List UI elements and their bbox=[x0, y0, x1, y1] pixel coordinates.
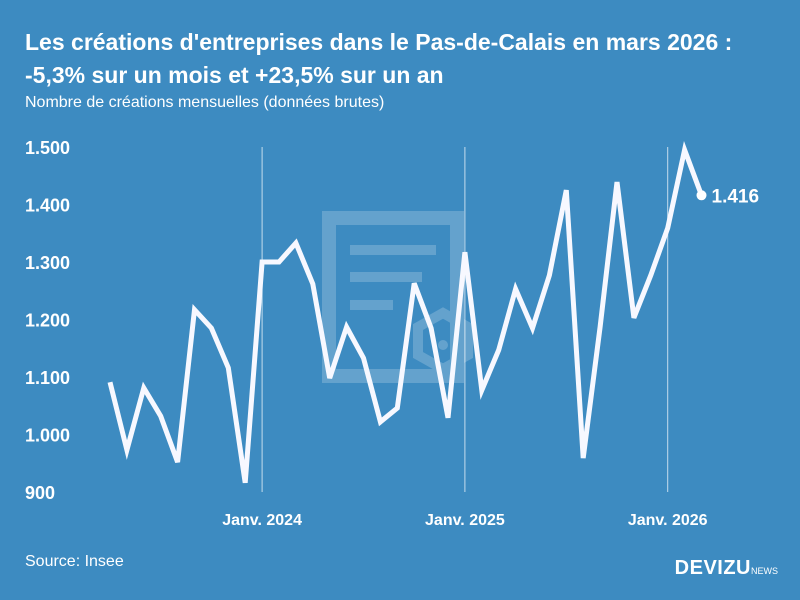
y-tick-label: 900 bbox=[25, 483, 55, 503]
x-tick-label: Janv. 2025 bbox=[425, 512, 505, 529]
x-tick-label: Janv. 2026 bbox=[628, 512, 708, 529]
y-tick-label: 1.000 bbox=[25, 426, 70, 446]
y-tick-label: 1.300 bbox=[25, 253, 70, 273]
y-tick-label: 1.400 bbox=[25, 196, 70, 216]
y-tick-label: 1.100 bbox=[25, 368, 70, 388]
series-line bbox=[107, 141, 704, 484]
chart-title: Les créations d'entreprises dans le Pas-… bbox=[25, 29, 733, 88]
x-tick-label: Janv. 2024 bbox=[222, 512, 302, 529]
logo-suffix: NEWS bbox=[751, 566, 778, 576]
watermark-document-icon bbox=[322, 211, 473, 383]
last-value-label: 1.416 bbox=[712, 186, 760, 207]
y-tick-label: 1.200 bbox=[25, 311, 70, 331]
logo-main: DEVIZU bbox=[674, 557, 751, 579]
source-note: Source: Insee bbox=[25, 553, 124, 570]
y-tick-label: 1.500 bbox=[25, 138, 70, 158]
last-point-marker bbox=[696, 190, 707, 201]
chart-subtitle: Nombre de créations mensuelles (données … bbox=[25, 94, 385, 111]
devizu-logo: DEVIZUNEWS bbox=[675, 557, 778, 580]
